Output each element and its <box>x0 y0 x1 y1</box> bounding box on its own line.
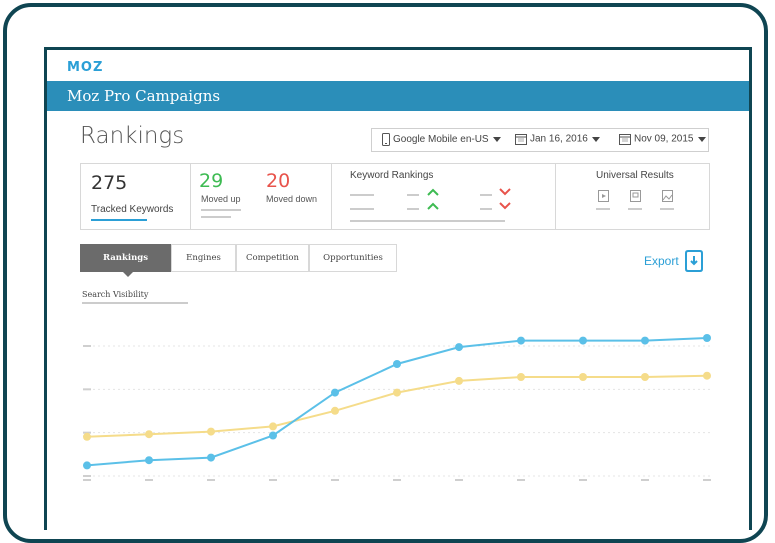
calendar-icon <box>515 134 527 145</box>
end-date-label: Nov 09, 2015 <box>634 133 694 145</box>
tab-competition[interactable]: Competition <box>236 244 309 272</box>
data-point-series-1[interactable] <box>703 371 711 380</box>
arrow-up-icon <box>427 188 439 196</box>
device-frame: MOZ Moz Pro Campaigns Rankings Google Mo… <box>3 3 768 543</box>
data-point-series-0[interactable] <box>703 334 711 342</box>
moved-up-value: 29 <box>199 170 224 192</box>
data-point-series-1[interactable] <box>393 388 401 397</box>
chevron-down-icon <box>492 137 501 142</box>
campaign-title[interactable]: Moz Pro Campaigns <box>67 87 221 105</box>
data-point-series-0[interactable] <box>145 456 153 465</box>
arrow-down-icon <box>499 202 511 210</box>
arrow-down-icon <box>499 188 511 196</box>
moved-down-label: Moved down <box>266 194 318 204</box>
export-label: Export <box>644 254 679 268</box>
placeholder-line <box>480 194 492 196</box>
tab-opportunities[interactable]: Opportunities <box>309 244 397 272</box>
chevron-down-icon <box>591 136 600 142</box>
data-point-series-1[interactable] <box>207 427 215 436</box>
data-point-series-0[interactable] <box>83 461 91 470</box>
chart-title: Search Visibility <box>82 290 149 299</box>
end-date-dropdown[interactable]: Nov 09, 2015 <box>619 133 706 145</box>
keyword-rankings-cell: Keyword Rankings <box>332 164 556 229</box>
placeholder-line <box>201 209 241 211</box>
placeholder-line <box>596 208 610 210</box>
news-result-icon <box>630 190 641 202</box>
campaign-bar: Moz Pro Campaigns <box>47 81 749 111</box>
moved-down-value: 20 <box>266 170 291 192</box>
calendar-icon <box>619 134 631 145</box>
download-icon <box>685 250 704 272</box>
keyword-rankings-label: Keyword Rankings <box>350 170 434 181</box>
data-point-series-0[interactable] <box>641 336 649 345</box>
placeholder-line <box>350 220 505 222</box>
data-point-series-0[interactable] <box>517 336 525 345</box>
data-point-series-0[interactable] <box>455 343 463 352</box>
filter-bar: Google Mobile en-US Jan 16, 2016 Nov 09,… <box>371 128 709 152</box>
universal-results-label: Universal Results <box>596 170 674 181</box>
page-title: Rankings <box>80 123 185 149</box>
engine-label: Google Mobile en-US <box>393 134 489 146</box>
data-point-series-0[interactable] <box>331 388 339 397</box>
stats-panel: 275 Tracked Keywords 29 Moved up 20 Move… <box>80 163 710 230</box>
mobile-icon <box>382 133 390 146</box>
data-point-series-0[interactable] <box>393 360 401 368</box>
export-button[interactable]: Export <box>644 250 704 272</box>
placeholder-line <box>350 208 374 210</box>
tab-engines[interactable]: Engines <box>171 244 236 272</box>
moz-logo[interactable]: MOZ <box>67 60 104 75</box>
image-result-icon <box>662 190 673 202</box>
chart-title-underline <box>82 302 188 304</box>
movement-cell: 29 Moved up 20 Moved down <box>191 164 332 229</box>
search-visibility-chart <box>83 334 711 481</box>
chevron-down-icon <box>697 136 706 142</box>
app-screen: MOZ Moz Pro Campaigns Rankings Google Mo… <box>44 47 752 530</box>
universal-results-cell: Universal Results <box>556 164 710 229</box>
engine-dropdown[interactable]: Google Mobile en-US <box>382 133 501 146</box>
tracked-keywords-cell[interactable]: 275 Tracked Keywords <box>81 164 191 229</box>
series-line-1 <box>86 374 708 438</box>
data-point-series-1[interactable] <box>579 373 587 381</box>
data-point-series-1[interactable] <box>269 422 277 431</box>
tab-rankings[interactable]: Rankings <box>80 244 171 272</box>
moved-up-label: Moved up <box>201 194 241 204</box>
data-point-series-1[interactable] <box>83 432 91 441</box>
placeholder-line <box>350 194 374 196</box>
start-date-label: Jan 16, 2016 <box>530 133 588 145</box>
tracked-underline <box>91 219 147 221</box>
tracked-keywords-value: 275 <box>91 172 128 194</box>
active-tab-pointer <box>122 271 134 277</box>
data-point-series-0[interactable] <box>579 336 587 345</box>
placeholder-line <box>660 208 674 210</box>
data-point-series-0[interactable] <box>269 431 277 440</box>
placeholder-line <box>407 194 419 196</box>
placeholder-line <box>201 216 231 218</box>
placeholder-line <box>480 208 492 210</box>
data-point-series-1[interactable] <box>641 373 649 381</box>
placeholder-line <box>628 208 642 210</box>
video-result-icon <box>598 190 609 202</box>
arrow-up-icon <box>427 202 439 210</box>
data-point-series-0[interactable] <box>207 453 215 462</box>
data-point-series-1[interactable] <box>331 406 339 415</box>
tracked-keywords-label: Tracked Keywords <box>91 204 174 215</box>
placeholder-line <box>407 208 419 210</box>
data-point-series-1[interactable] <box>455 376 463 385</box>
data-point-series-1[interactable] <box>517 373 525 381</box>
data-point-series-1[interactable] <box>145 430 153 439</box>
start-date-dropdown[interactable]: Jan 16, 2016 <box>515 133 600 145</box>
series-line-0 <box>86 337 708 467</box>
